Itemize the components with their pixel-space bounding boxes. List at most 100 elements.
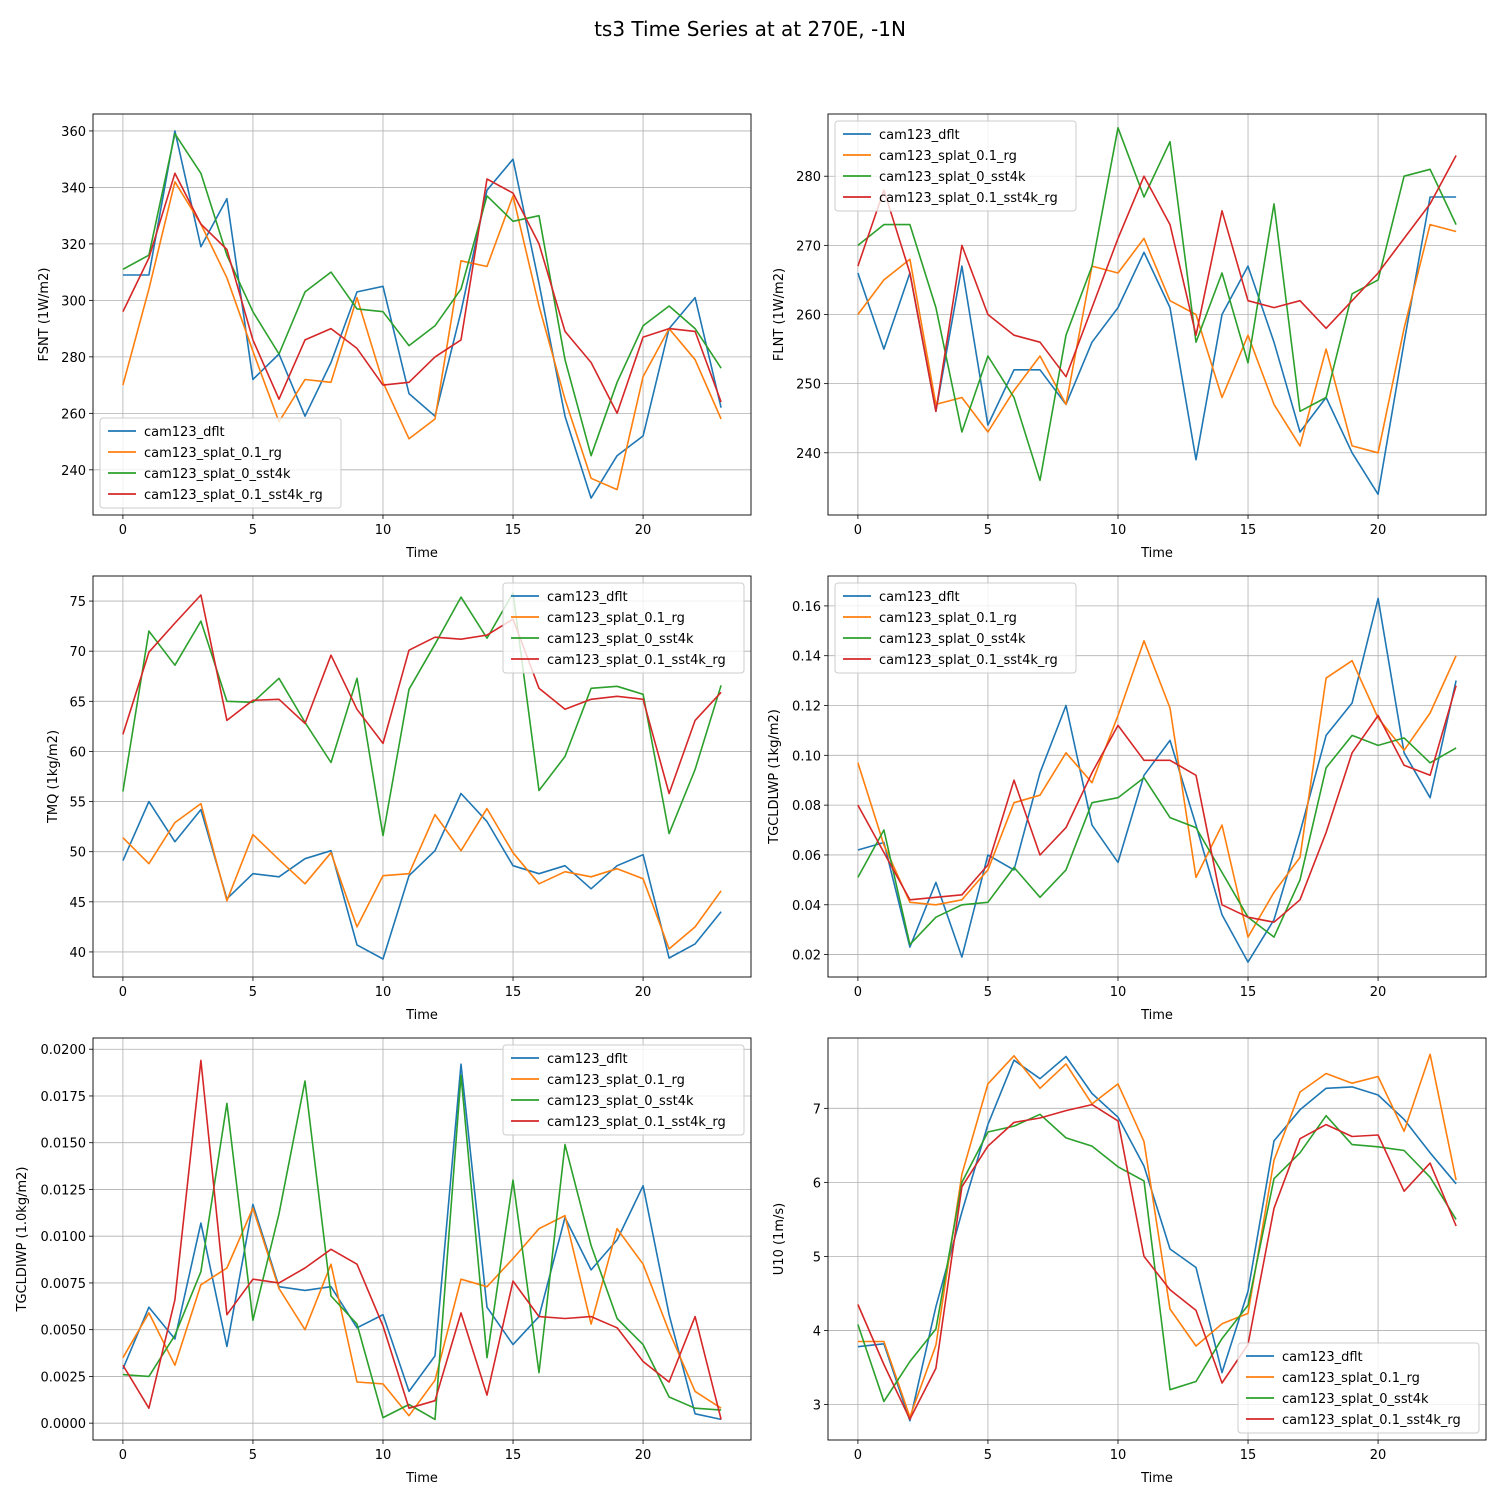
y-tick-label: 340 <box>61 181 86 196</box>
y-tick-label: 0.0200 <box>41 1043 87 1058</box>
legend-label: cam123_splat_0.1_rg <box>547 1073 685 1088</box>
y-tick-label: 0.0100 <box>41 1230 87 1245</box>
y-tick-label: 45 <box>69 896 86 911</box>
legend-label: cam123_dflt <box>1282 1350 1363 1365</box>
series-line-2 <box>857 223 1457 454</box>
x-axis-label: Time <box>405 546 438 561</box>
x-axis-label: Time <box>1140 546 1173 561</box>
y-tick-label: 250 <box>796 378 821 393</box>
x-tick-label: 10 <box>375 523 392 538</box>
x-tick-label: 5 <box>249 1448 257 1463</box>
x-tick-label: 20 <box>635 985 652 1000</box>
series-line-4 <box>122 1059 722 1420</box>
y-tick-label: 0.02 <box>792 949 821 964</box>
y-tick-label: 65 <box>69 695 86 710</box>
x-axis-label: Time <box>405 1471 438 1486</box>
subplot-1: 0 5 10 15 20 240 260 280 300 320 340 360 Time FSNT (1… <box>37 113 752 561</box>
y-axis-label: TGCLDIWP (1.0kg/m2) <box>15 1167 30 1313</box>
legend-label: cam123_splat_0.1_sst4k_rg <box>144 488 323 503</box>
series-line-1 <box>857 597 1457 963</box>
y-tick-label: 0.06 <box>792 849 821 864</box>
legend-label: cam123_splat_0_sst4k <box>879 632 1026 647</box>
x-tick-label: 15 <box>1240 985 1257 1000</box>
legend-label: cam123_dflt <box>144 425 225 440</box>
legend-label: cam123_splat_0_sst4k <box>879 170 1026 185</box>
y-tick-label: 0.08 <box>792 799 821 814</box>
y-tick-label: 75 <box>69 595 86 610</box>
x-axis-label: Time <box>405 1008 438 1023</box>
axes-frame <box>827 1037 1487 1441</box>
y-tick-label: 0.10 <box>792 749 821 764</box>
y-tick-label: 0.0175 <box>41 1090 87 1105</box>
series-line-1 <box>857 1055 1457 1422</box>
x-tick-label: 0 <box>119 985 127 1000</box>
y-tick-label: 6 <box>813 1176 821 1191</box>
legend-box <box>834 120 1077 212</box>
axes-frame <box>92 113 752 516</box>
y-tick-label: 0.0050 <box>41 1324 87 1339</box>
y-tick-label: 360 <box>61 125 86 140</box>
x-tick-label: 20 <box>1370 985 1387 1000</box>
series-line-3 <box>122 133 722 457</box>
series-line-1 <box>122 130 722 499</box>
y-tick-label: 0.0075 <box>41 1277 87 1292</box>
subplot-3: 0 5 10 15 20 40 45 50 55 60 65 70 75 Time TMQ (1kg/m2)… <box>46 575 752 1023</box>
y-tick-label: 7 <box>813 1102 821 1117</box>
series-line-1 <box>122 792 722 960</box>
legend-box <box>834 582 1077 674</box>
series-line-4 <box>122 594 722 795</box>
legend: cam123_dflt cam123_splat_0.1_rg cam123_spl… <box>502 582 745 674</box>
y-tick-label: 0.0150 <box>41 1137 87 1152</box>
legend-label: cam123_splat_0.1_sst4k_rg <box>879 191 1058 206</box>
x-tick-label: 15 <box>505 985 522 1000</box>
series-line-4 <box>857 155 1457 413</box>
subplot-6: 0 5 10 15 20 3 4 5 6 7 Time U10 (1m/s) cam123_dfltca… <box>772 1037 1487 1486</box>
y-tick-label: 280 <box>796 170 821 185</box>
legend: cam123_dflt cam123_splat_0.1_rg cam123_spl… <box>99 417 342 509</box>
legend-label: cam123_splat_0.1_rg <box>1282 1371 1420 1386</box>
legend-box <box>502 1044 745 1136</box>
figure-title: ts3 Time Series at at 270E, -1N <box>594 17 906 41</box>
legend-label: cam123_splat_0_sst4k <box>1282 1392 1429 1407</box>
legend-label: cam123_splat_0.1_sst4k_rg <box>547 653 726 668</box>
legend-label: cam123_splat_0.1_rg <box>144 446 282 461</box>
series-line-4 <box>857 685 1457 924</box>
legend-label: cam123_dflt <box>879 590 960 605</box>
series-line-1 <box>857 196 1457 496</box>
x-tick-label: 5 <box>984 985 992 1000</box>
x-axis-label: Time <box>1140 1471 1173 1486</box>
y-tick-label: 320 <box>61 238 86 253</box>
y-tick-label: 0.14 <box>792 650 821 665</box>
x-tick-label: 5 <box>984 523 992 538</box>
legend-box <box>99 417 342 509</box>
y-tick-label: 0.0000 <box>41 1417 87 1432</box>
y-tick-label: 300 <box>61 294 86 309</box>
y-tick-label: 3 <box>813 1398 821 1413</box>
legend-label: cam123_splat_0.1_rg <box>547 611 685 626</box>
x-tick-label: 15 <box>1240 523 1257 538</box>
y-axis-label: TGCLDLWP (1kg/m2) <box>767 709 782 845</box>
y-tick-label: 270 <box>796 239 821 254</box>
x-tick-label: 15 <box>505 1448 522 1463</box>
subplot-5: 0 5 10 15 20 0.0000 0.0025 0.0050 0.0075 0.0100 0.… <box>15 1037 752 1486</box>
x-tick-label: 10 <box>1110 523 1127 538</box>
x-tick-label: 0 <box>119 523 127 538</box>
y-tick-label: 0.12 <box>792 700 821 715</box>
y-tick-label: 60 <box>69 745 86 760</box>
legend: cam123_dflt cam123_splat_0.1_rg cam123_spl… <box>834 582 1077 674</box>
series-line-3 <box>857 127 1457 482</box>
x-tick-label: 5 <box>249 523 257 538</box>
axes-frame <box>92 575 752 978</box>
legend: cam123_dflt cam123_splat_0.1_rg cam123_spl… <box>834 120 1077 212</box>
y-axis-label: FSNT (1W/m2) <box>37 268 52 362</box>
series-line-3 <box>122 592 722 837</box>
y-axis-label: FLNT (1W/m2) <box>772 268 787 361</box>
y-axis-label: TMQ (1kg/m2) <box>46 730 61 824</box>
legend-label: cam123_splat_0.1_sst4k_rg <box>547 1115 726 1130</box>
y-tick-label: 0.0125 <box>41 1183 87 1198</box>
x-tick-label: 20 <box>635 523 652 538</box>
series-line-2 <box>122 802 722 950</box>
axes-frame <box>827 113 1487 516</box>
y-axis-label: U10 (1m/s) <box>772 1203 787 1275</box>
legend-label: cam123_splat_0.1_sst4k_rg <box>879 653 1058 668</box>
